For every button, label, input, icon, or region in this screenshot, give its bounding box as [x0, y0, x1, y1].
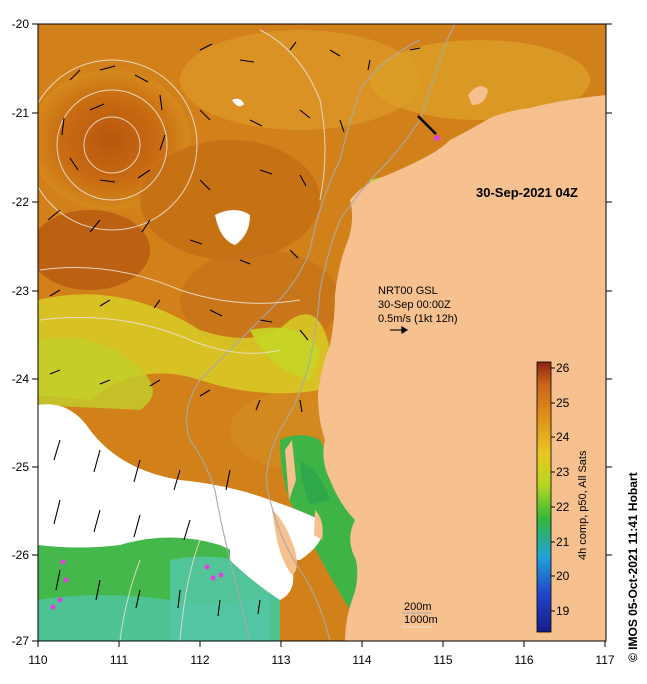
lat-tick: -24: [12, 372, 30, 386]
land-australia: [318, 24, 606, 641]
colorbar-tick: 20: [556, 569, 570, 583]
colorbar-tick: 25: [556, 396, 570, 410]
contour-1000m-label: 1000m: [404, 614, 438, 626]
lon-tick: 114: [352, 653, 371, 667]
colorbar-label: 4h comp, p50, All Sats: [577, 450, 589, 560]
lon-tick: 113: [271, 653, 290, 667]
colorbar-tick: 26: [556, 361, 570, 375]
lon-tick: 115: [433, 653, 452, 667]
lat-tick: -20: [12, 17, 30, 31]
lon-tick: 117: [595, 653, 614, 667]
lon-tick: 110: [28, 653, 47, 667]
lat-tick: -21: [12, 106, 30, 120]
lon-tick: 112: [190, 653, 209, 667]
imos-credit: © IMOS 05-Oct-2021 11:41 Hobart: [626, 472, 640, 662]
colorbar-tick: 23: [556, 465, 570, 479]
current-time-label: 30-Sep 00:00Z: [378, 299, 451, 311]
lat-tick: -27: [12, 634, 30, 648]
colorbar-tick: 22: [556, 500, 570, 514]
lat-tick: -23: [12, 284, 30, 298]
current-vectors: [47, 41, 421, 617]
contour-200m-label: 200m: [404, 601, 432, 613]
sst-field: [38, 24, 606, 641]
longitude-axis: 110 111 112 113 114 115 116 117: [28, 653, 614, 667]
map-frame: [37, 23, 607, 642]
lat-tick: -26: [12, 548, 30, 562]
colorbar-tick: 24: [556, 430, 570, 444]
current-scale-label: 0.5m/s (1kt 12h): [378, 313, 457, 325]
lat-tick: -22: [12, 195, 30, 209]
colorbar-tick: 19: [556, 604, 570, 618]
current-source-label: NRT00 GSL: [378, 285, 438, 297]
depth-contours: [186, 24, 456, 641]
colorbar-tick: 21: [556, 535, 570, 549]
timestamp-label: 30-Sep-2021 04Z: [476, 185, 578, 200]
colorbar: 26 25 24 23 22 21 20 19 4h comp, p50, Al…: [536, 361, 589, 633]
lat-tick: -25: [12, 460, 30, 474]
lon-tick: 116: [514, 653, 533, 667]
latitude-axis: -20 -21 -22 -23 -24 -25 -26 -27: [12, 17, 30, 648]
lon-tick: 111: [110, 653, 129, 667]
